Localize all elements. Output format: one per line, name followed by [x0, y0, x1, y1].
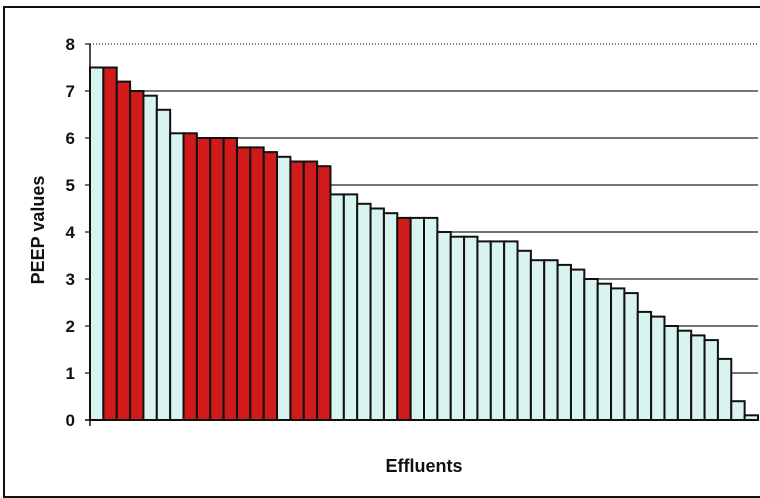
bar-7 — [169, 132, 185, 422]
bar-16 — [289, 160, 305, 421]
y-axis-title: PEEP values — [28, 176, 48, 285]
bar-45 — [676, 329, 693, 422]
y-tick-label: 6 — [66, 129, 75, 148]
bar-5 — [142, 94, 158, 421]
y-tick-label: 0 — [66, 411, 75, 430]
y-tick-label: 8 — [66, 35, 75, 54]
bar-20 — [342, 193, 359, 421]
bar-35 — [543, 259, 559, 422]
axes — [85, 43, 758, 426]
bar-12 — [235, 146, 252, 421]
bar-15 — [276, 155, 292, 422]
y-tick-labels: 0 1 2 3 4 5 6 7 8 — [66, 35, 76, 430]
bar-37 — [569, 268, 586, 421]
bar-32 — [503, 240, 519, 421]
bar-24 — [396, 216, 412, 421]
bar-23 — [382, 212, 399, 421]
y-tick-label: 4 — [66, 223, 76, 242]
bar-14 — [262, 151, 279, 421]
bar-34 — [529, 259, 546, 422]
y-tick-label: 5 — [66, 176, 75, 195]
bar-41 — [623, 292, 639, 422]
bar-8 — [182, 132, 198, 422]
bar-28 — [449, 235, 466, 421]
bar-33 — [516, 249, 532, 421]
y-tick-label: 3 — [66, 270, 75, 289]
bar-30 — [476, 240, 492, 421]
bar-25 — [409, 216, 426, 421]
y-tick-label: 1 — [66, 364, 75, 383]
bar-29 — [463, 235, 479, 421]
bar-44 — [663, 325, 679, 421]
bar-40 — [610, 287, 626, 421]
bar-27 — [436, 231, 452, 421]
x-axis-title: Effluents — [385, 456, 462, 476]
bar-11 — [222, 137, 238, 421]
bar-4 — [129, 90, 145, 421]
bar-6 — [155, 108, 172, 422]
bar-21 — [356, 202, 372, 421]
bar-22 — [369, 207, 385, 421]
bar-9 — [195, 137, 212, 421]
bar-2 — [102, 66, 118, 421]
bar-42 — [636, 310, 653, 421]
bar-1 — [89, 66, 105, 421]
bar-38 — [583, 278, 599, 421]
bars — [89, 66, 760, 422]
bar-17 — [302, 160, 319, 421]
bar-47 — [703, 339, 719, 422]
y-tick-label: 2 — [66, 317, 75, 336]
bar-48 — [716, 357, 733, 421]
bar-19 — [329, 193, 345, 421]
bar-43 — [650, 315, 666, 422]
bar-31 — [489, 240, 506, 421]
y-tick-label: 7 — [66, 82, 75, 101]
bar-3 — [115, 80, 132, 421]
bar-18 — [316, 165, 332, 421]
bar-26 — [423, 216, 439, 421]
bar-39 — [596, 282, 613, 422]
bar-10 — [209, 137, 225, 421]
bar-36 — [556, 263, 572, 421]
bar-46 — [690, 334, 706, 421]
bar-49 — [730, 400, 746, 422]
bar-13 — [249, 146, 265, 421]
